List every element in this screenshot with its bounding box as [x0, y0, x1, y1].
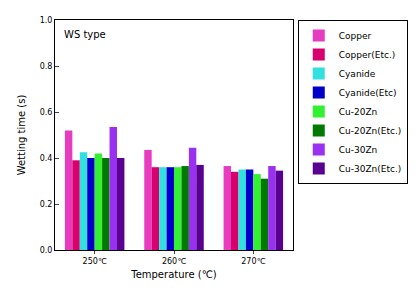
- svg-text:Cu-30Zn: Cu-30Zn: [339, 145, 378, 155]
- svg-text:WS type: WS type: [64, 29, 106, 40]
- svg-text:0.2: 0.2: [40, 200, 53, 209]
- svg-text:260℃: 260℃: [162, 257, 186, 266]
- svg-text:270℃: 270℃: [241, 257, 265, 266]
- svg-text:Copper(Etc.): Copper(Etc.): [339, 50, 396, 60]
- svg-text:Cu-30Zn(Etc.): Cu-30Zn(Etc.): [339, 164, 402, 174]
- svg-text:Cu-20Zn(Etc.): Cu-20Zn(Etc.): [339, 126, 402, 136]
- svg-text:Temperature (℃): Temperature (℃): [130, 269, 217, 280]
- svg-text:0.8: 0.8: [40, 62, 53, 71]
- svg-text:250℃: 250℃: [83, 257, 107, 266]
- svg-text:Wetting time (s): Wetting time (s): [16, 95, 27, 176]
- svg-text:Copper: Copper: [339, 31, 372, 41]
- svg-text:1.0: 1.0: [40, 16, 53, 25]
- svg-text:0.6: 0.6: [40, 108, 53, 117]
- svg-text:Cu-20Zn: Cu-20Zn: [339, 107, 378, 117]
- svg-text:Cyanide: Cyanide: [339, 69, 376, 79]
- svg-text:0.4: 0.4: [40, 154, 53, 163]
- svg-text:0.0: 0.0: [40, 246, 53, 255]
- svg-text:Cyanide(Etc): Cyanide(Etc): [339, 88, 397, 98]
